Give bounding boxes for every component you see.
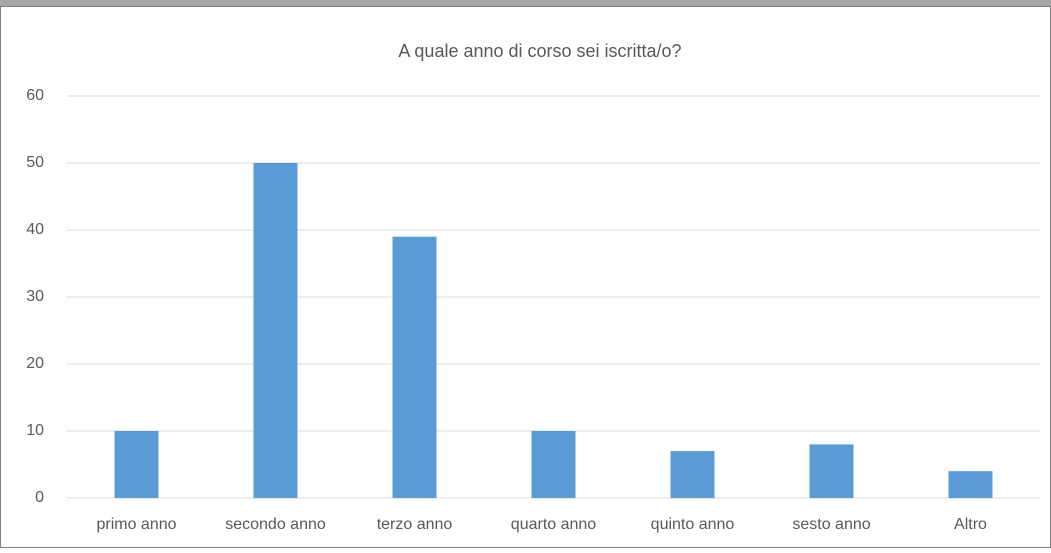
- bar: [114, 431, 159, 498]
- y-tick-label: 10: [26, 422, 44, 439]
- top-band: [0, 0, 1051, 6]
- bar: [948, 471, 993, 498]
- x-tick-label: Altro: [954, 516, 987, 533]
- chart-title: A quale anno di corso sei iscritta/o?: [398, 41, 681, 61]
- y-tick-label: 20: [26, 355, 44, 372]
- bar: [670, 451, 715, 498]
- x-tick-label: secondo anno: [225, 516, 326, 533]
- bar: [253, 163, 298, 498]
- x-tick-label: quinto anno: [651, 516, 735, 533]
- bar: [392, 236, 437, 498]
- x-tick-label: sesto anno: [792, 516, 870, 533]
- y-tick-label: 0: [35, 489, 44, 506]
- x-tick-label: quarto anno: [511, 516, 597, 533]
- y-tick-label: 60: [26, 87, 44, 104]
- y-tick-label: 30: [26, 288, 44, 305]
- bar: [809, 444, 854, 498]
- x-tick-label: primo anno: [96, 516, 176, 533]
- x-tick-label: terzo anno: [377, 516, 453, 533]
- y-tick-label: 40: [26, 221, 44, 238]
- y-tick-label: 50: [26, 154, 44, 171]
- bar: [531, 431, 576, 498]
